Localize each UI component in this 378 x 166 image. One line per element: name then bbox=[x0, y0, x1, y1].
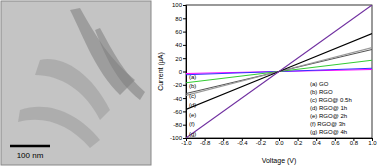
y-axis-line bbox=[183, 6, 187, 139]
y-tick-mark bbox=[183, 85, 186, 86]
legend-entry: (e) RGO@ 2h bbox=[310, 113, 347, 119]
y-tick-mark bbox=[183, 138, 186, 139]
x-tick: 0.8 bbox=[350, 138, 359, 146]
y-tick: 20 bbox=[175, 56, 186, 62]
line-tag: (g) bbox=[189, 131, 196, 137]
y-tick-label: 100 bbox=[172, 2, 183, 8]
legend-entry: (a) GO bbox=[310, 81, 329, 87]
y-tick-mark bbox=[183, 5, 186, 6]
y-tick-label: 20 bbox=[175, 56, 182, 62]
x-axis: -1.0 -0.8 -0.6 -0.4 -0.2 0.0 0.2 0.4 0.6 0.8 1.0 bbox=[181, 138, 377, 146]
y-tick: -60 bbox=[173, 109, 186, 115]
legend-entry: (g) RGO@ 4h bbox=[310, 129, 347, 135]
x-tick: -0.4 bbox=[237, 138, 248, 146]
y-tick: 0 bbox=[179, 69, 186, 75]
x-tick-label: 0.6 bbox=[331, 140, 340, 146]
x-tick: 0.6 bbox=[331, 138, 340, 146]
line-tag: (f) bbox=[189, 121, 195, 127]
y-tick-mark bbox=[183, 58, 186, 59]
legend-entry: (f) RGO@ 3h bbox=[310, 121, 345, 127]
x-tick: -1.0 bbox=[181, 138, 192, 146]
y-tick-label: -40 bbox=[173, 96, 182, 102]
scale-bar bbox=[10, 145, 50, 148]
y-tick-mark bbox=[183, 125, 186, 126]
y-tick-label: -60 bbox=[173, 109, 182, 115]
y-tick-label: -80 bbox=[173, 122, 182, 128]
image-background bbox=[1, 1, 151, 165]
line-tag: (b) bbox=[189, 83, 196, 89]
scale-bar-label: 100 nm bbox=[17, 151, 44, 160]
legend-entry: (c) RGO@ 0.5h bbox=[310, 97, 352, 103]
y-tick-label: 60 bbox=[175, 29, 182, 35]
y-axis-title: Current (µA) bbox=[157, 52, 165, 91]
y-tick: -80 bbox=[173, 122, 186, 128]
y-tick-label: -100 bbox=[170, 135, 183, 141]
y-tick-label: -20 bbox=[173, 82, 182, 88]
x-tick-label: 0.0 bbox=[275, 140, 284, 146]
y-tick-mark bbox=[183, 32, 186, 33]
x-tick-label: -0.2 bbox=[256, 140, 267, 146]
x-tick-label: -1.0 bbox=[181, 140, 192, 146]
x-tick: -0.6 bbox=[219, 138, 230, 146]
y-axis: -100 -80 -60 -40 -20 0 20 40 60 80 100 bbox=[170, 2, 187, 141]
x-tick-label: 1.0 bbox=[368, 140, 377, 146]
line-tags: (a) (b) (c) (d) (e) (f) (g) bbox=[189, 74, 196, 137]
x-tick-label: -0.4 bbox=[237, 140, 248, 146]
iv-chart: -1.0-0.8-0.6-0.4-0.20.00.20.40.60.81.0-1… bbox=[157, 2, 377, 165]
x-tick: 1.0 bbox=[368, 138, 377, 146]
x-tick-label: 0.8 bbox=[350, 140, 359, 146]
x-tick: -0.8 bbox=[200, 138, 211, 146]
x-tick-label: 0.4 bbox=[313, 140, 322, 146]
y-tick: 100 bbox=[172, 2, 186, 8]
y-tick: 80 bbox=[175, 16, 186, 22]
tem-image: 100 nm bbox=[1, 1, 151, 165]
flake bbox=[18, 107, 100, 148]
figure: 100 nm -1.0 -0.8 -0.6 -0.4 -0.2 0.0 0.2 0.4 0.6 0.… bbox=[0, 0, 378, 166]
legend-entry: (d) RGO@ 1h bbox=[310, 105, 347, 111]
y-tick-label: 80 bbox=[175, 16, 182, 22]
y-tick: -20 bbox=[173, 82, 186, 88]
y-tick: -100 bbox=[170, 135, 186, 141]
line-tag: (e) bbox=[189, 112, 196, 118]
x-tick: 0.2 bbox=[294, 138, 303, 146]
line-tag: (a) bbox=[189, 74, 196, 80]
x-tick: 0.4 bbox=[313, 138, 322, 146]
x-axis-title: Voltage (V) bbox=[262, 157, 297, 165]
line-tag: (d) bbox=[189, 102, 196, 108]
lines bbox=[186, 5, 372, 138]
flake bbox=[95, 28, 145, 100]
iv-line bbox=[186, 5, 372, 138]
y-tick-mark bbox=[183, 18, 186, 19]
y-tick: -40 bbox=[173, 96, 186, 102]
x-tick-label: -0.6 bbox=[219, 140, 230, 146]
y-tick-mark bbox=[183, 72, 186, 73]
line-tag: (c) bbox=[189, 93, 196, 99]
y-tick: 60 bbox=[175, 29, 186, 35]
x-tick-label: 0.2 bbox=[294, 140, 303, 146]
y-tick-mark bbox=[183, 111, 186, 112]
x-tick: 0.0 bbox=[275, 138, 284, 146]
x-tick: -0.2 bbox=[256, 138, 267, 146]
y-tick-label: 0 bbox=[179, 69, 183, 75]
legend-entry: (b) RGO bbox=[310, 89, 333, 95]
y-tick-mark bbox=[183, 45, 186, 46]
legend: (a) GO (b) RGO (c) RGO@ 0.5h (d) RGO@ 1h (e)… bbox=[310, 81, 352, 135]
plot-frame bbox=[186, 5, 372, 138]
y-tick-label: 40 bbox=[175, 42, 182, 48]
x-tick-label: -0.8 bbox=[200, 140, 211, 146]
y-tick: 40 bbox=[175, 42, 186, 48]
y-tick-mark bbox=[183, 98, 186, 99]
